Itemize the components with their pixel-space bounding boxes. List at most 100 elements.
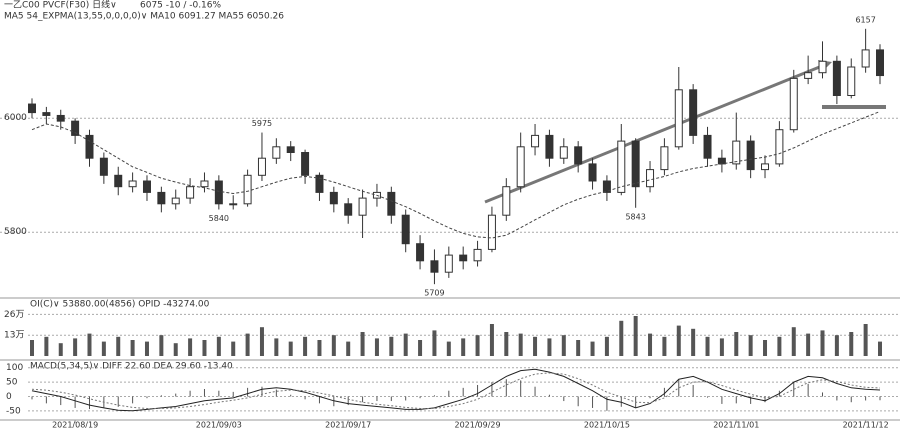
volume-bar <box>173 343 178 356</box>
volume-bar <box>878 341 882 356</box>
volume-bar <box>130 340 135 356</box>
volume-bar <box>44 336 49 356</box>
candle-body <box>315 174 324 193</box>
volume-bar <box>777 336 782 356</box>
candle-body <box>804 72 813 79</box>
volume-bar <box>576 340 581 356</box>
candle-body <box>71 120 80 136</box>
candle-body <box>387 191 396 216</box>
volume-bar <box>403 333 408 356</box>
candle-body <box>746 140 755 171</box>
candle-body <box>99 157 108 176</box>
volume-bar <box>863 324 868 356</box>
candle-body <box>186 186 195 199</box>
volume-bar <box>432 330 437 356</box>
candle-body <box>818 60 827 74</box>
volume-title: OI(C)∨ 53880.00(4856) OPID -43274.00 <box>30 300 210 310</box>
volume-bar <box>331 335 336 356</box>
volume-bar <box>820 330 825 356</box>
volume-bar <box>648 333 653 356</box>
volume-bar <box>533 336 538 356</box>
volume-bar <box>791 327 796 356</box>
volume-bar <box>216 336 221 356</box>
volume-bar <box>763 340 768 356</box>
candle-body <box>473 248 482 262</box>
volume-bar <box>116 336 121 356</box>
candle-body <box>674 89 683 148</box>
candle-body <box>617 140 626 193</box>
volume-bar <box>101 341 106 356</box>
volume-bar <box>231 341 236 356</box>
volume-bar <box>734 332 739 356</box>
diff-line <box>31 368 881 412</box>
candle-body <box>157 191 166 205</box>
x-tick-label: 2021/11/01 <box>713 421 759 430</box>
candle-body <box>229 203 238 206</box>
macd-tick-label: 100 <box>6 363 23 373</box>
candle-body <box>344 203 353 216</box>
y-tick-label: 6000 <box>4 113 27 123</box>
candle-body <box>171 197 180 205</box>
quote: 6075 -10 / -0.16% <box>140 1 222 11</box>
macd-tick-label: 0 <box>6 392 12 402</box>
volume-bar <box>633 316 638 356</box>
volume-bar <box>87 333 92 356</box>
candle-body <box>28 103 36 114</box>
y-tick-label: 5800 <box>4 227 27 237</box>
candle-body <box>789 77 798 131</box>
volume-bar <box>259 327 264 356</box>
candle-body <box>487 214 496 250</box>
volume-bar <box>461 338 466 356</box>
volume-bar <box>360 332 365 356</box>
volume-bar <box>719 338 724 356</box>
candle-body <box>559 146 568 159</box>
candle-body <box>717 157 726 165</box>
candle-body <box>574 146 583 165</box>
volume-bar <box>691 328 696 356</box>
volume-bar <box>849 332 854 356</box>
volume-bar <box>748 335 753 356</box>
volume-bar <box>834 335 839 356</box>
candle-body <box>646 169 655 188</box>
candle-body <box>516 146 525 188</box>
candle-body <box>114 174 123 188</box>
candle-body <box>85 134 94 159</box>
volume-bar <box>504 332 509 356</box>
volume-bar <box>144 341 149 356</box>
price-annotation: 5975 <box>252 119 272 128</box>
candle-body <box>602 180 611 193</box>
candle-body <box>416 243 425 262</box>
volume-bar <box>806 333 811 356</box>
chart-title: 一乙C00 PVCF(F30) 日线∨ <box>4 0 117 11</box>
x-tick-label: 2021/09/03 <box>196 421 242 430</box>
macd-tick-label: -50 <box>6 406 21 416</box>
volume-bar <box>159 335 164 356</box>
volume-bar <box>475 335 480 356</box>
volume-bar <box>561 335 566 356</box>
candle-body <box>56 114 65 122</box>
volume-bar <box>58 343 63 356</box>
price-annotation: 5840 <box>209 214 229 223</box>
candle-body <box>689 89 698 136</box>
candle-body <box>358 197 367 216</box>
candle-body <box>459 254 468 262</box>
candle-body <box>545 134 554 159</box>
trend-arrow <box>484 64 823 204</box>
volume-bar <box>188 338 193 356</box>
volume-tick-label: 13万 <box>4 331 24 341</box>
candle-body <box>502 186 511 216</box>
volume-bar <box>418 340 423 356</box>
candle-body <box>42 112 51 116</box>
macd-tick-label: 50 <box>6 378 18 388</box>
volume-bar <box>317 340 322 356</box>
volume-bar <box>202 340 207 356</box>
volume-bar <box>245 333 250 356</box>
volume-bar <box>619 320 624 356</box>
candle-body <box>243 174 252 205</box>
volume-bar <box>446 341 451 356</box>
candle-body <box>761 163 770 171</box>
candle-body <box>257 157 266 176</box>
candle-body <box>847 66 856 96</box>
x-tick-label: 2021/09/17 <box>325 421 371 430</box>
volume-bar <box>590 341 595 356</box>
